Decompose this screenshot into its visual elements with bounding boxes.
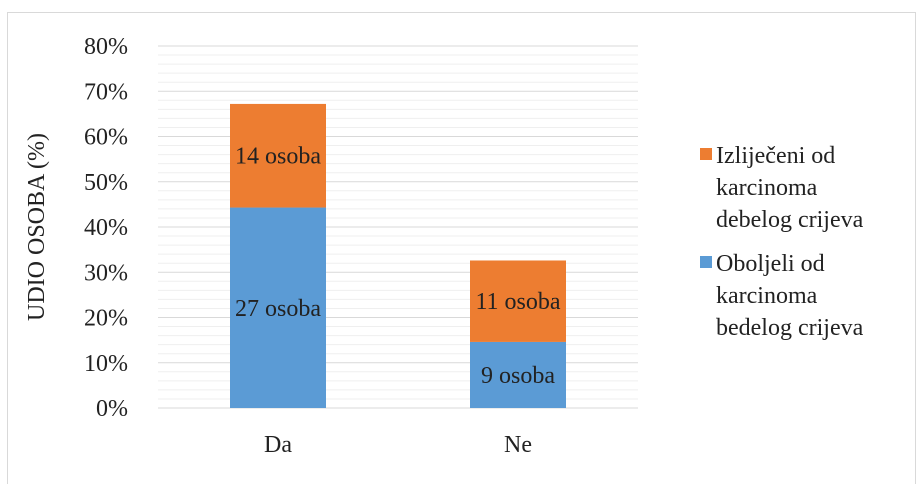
y-tick-label: 10% [84, 351, 128, 377]
legend-label: Izliječeni od karcinoma debelog crijeva [716, 140, 863, 236]
legend-label-line: Izliječeni od [716, 143, 836, 169]
y-axis-tick-labels: 0% 10% 20% 30% 40% 50% 60% 70% 80% [84, 34, 128, 422]
legend-item: Oboljeli od karcinoma bedelog crijeva [700, 248, 915, 344]
x-tick-label: Ne [504, 432, 532, 458]
legend-swatch [700, 148, 712, 160]
bars: 27 osoba 14 osoba 9 osoba 11 osoba [230, 103, 566, 408]
y-tick-label: 30% [84, 260, 128, 286]
y-tick-label: 50% [84, 170, 128, 196]
chart-frame [7, 12, 916, 484]
x-axis-tick-labels: Da Ne [264, 432, 532, 458]
y-tick-label: 0% [96, 396, 128, 422]
bar-segment [230, 207, 326, 408]
data-label: 9 osoba [481, 363, 555, 389]
legend: Izliječeni od karcinoma debelog crijeva Obo… [700, 140, 915, 356]
legend-label-line: karcinoma [716, 175, 818, 201]
bar-segment [470, 260, 566, 342]
legend-label-line: bedelog crijeva [716, 315, 864, 341]
y-tick-label: 80% [84, 34, 128, 60]
y-axis-label: UDIO OSOBA (%) [24, 133, 50, 321]
data-label: 14 osoba [235, 144, 321, 170]
y-tick-label: 20% [84, 306, 128, 332]
x-tick-label: Da [264, 432, 292, 458]
legend-item: Izliječeni od karcinoma debelog crijeva [700, 140, 915, 236]
data-label: 11 osoba [475, 289, 560, 315]
data-label: 27 osoba [235, 296, 321, 322]
y-tick-label: 70% [84, 79, 128, 105]
y-tick-label: 60% [84, 125, 128, 151]
legend-label-line: debelog crijeva [716, 207, 864, 233]
legend-label-line: karcinoma [716, 283, 818, 309]
bar-segment [470, 341, 566, 408]
legend-swatch [700, 256, 712, 268]
y-tick-label: 40% [84, 215, 128, 241]
legend-label: Oboljeli od karcinoma bedelog crijeva [716, 248, 863, 344]
bar-segment [230, 103, 326, 208]
legend-label-line: Oboljeli od [716, 251, 825, 277]
